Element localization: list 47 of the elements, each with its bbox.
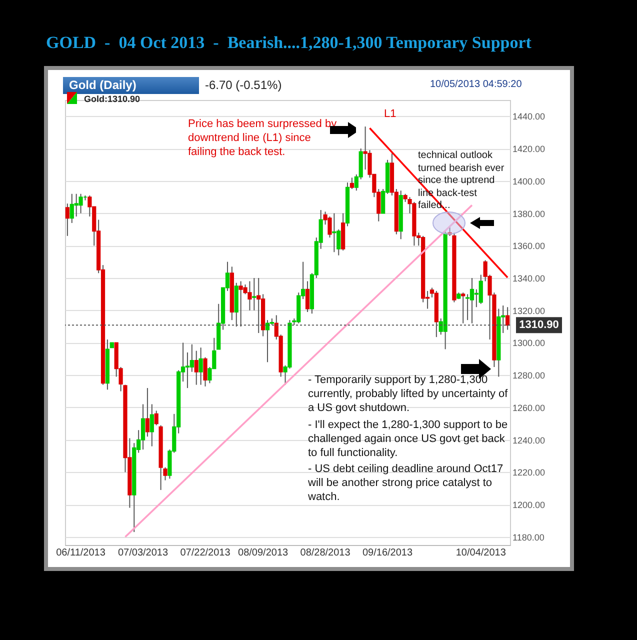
y-tick-label: 1420.00 bbox=[512, 144, 546, 154]
x-tick-label: 07/22/2013 bbox=[180, 548, 231, 558]
y-tick-label: 1320.00 bbox=[512, 306, 546, 316]
x-tick-label: 10/04/2013 bbox=[456, 548, 506, 558]
candlestick bbox=[478, 274, 483, 304]
candlestick bbox=[332, 212, 336, 253]
chart-title: GOLD - 04 Oct 2013 - Bearish....1,280-1,300 Temporary Support bbox=[46, 33, 532, 53]
candlestick bbox=[190, 344, 194, 372]
y-tick-label: 1220.00 bbox=[512, 468, 546, 478]
y-tick-label: 1180.00 bbox=[512, 532, 544, 542]
candlestick bbox=[154, 410, 158, 426]
annotation: L1 bbox=[384, 108, 398, 122]
x-tick-label: 08/28/2013 bbox=[300, 548, 351, 558]
y-tick-label: 1240.00 bbox=[512, 435, 546, 446]
annotation: Gold:1310.90 bbox=[84, 94, 142, 106]
y-tick-label: 1300.00 bbox=[512, 338, 546, 348]
text: 10/05/2013 04:59:20 bbox=[430, 79, 523, 92]
text: -6.70 (-0.51%) bbox=[205, 78, 283, 93]
y-tick-label: 1380.00 bbox=[512, 208, 546, 219]
y-tick-label: 1280.00 bbox=[512, 370, 546, 381]
ref-line-label: 1310.90 bbox=[519, 319, 559, 332]
candlestick bbox=[252, 278, 256, 311]
candlestick bbox=[305, 280, 310, 312]
y-tick-label: 1340.00 bbox=[512, 274, 546, 284]
candlestick bbox=[145, 388, 150, 438]
candlestick bbox=[140, 404, 146, 450]
candlestick bbox=[461, 292, 466, 324]
x-tick-label: 07/03/2013 bbox=[118, 548, 168, 558]
annotation: - Temporarily support by 1,280-1,300 currently, probably lifted by uncertainty of a US govt shutdown. bbox=[308, 374, 509, 416]
y-tick-label: 1360.00 bbox=[512, 241, 546, 252]
x-tick-label: 06/11/2013 bbox=[56, 548, 106, 558]
candlestick bbox=[65, 203, 70, 236]
candlestick bbox=[150, 404, 154, 447]
annotation: - I'll expect the 1,280-1,300 support to be challenged again once US govt get back to full functionality. bbox=[308, 419, 509, 460]
y-tick-label: 1400.00 bbox=[512, 176, 546, 186]
candlestick bbox=[198, 347, 203, 386]
candlestick bbox=[78, 193, 83, 214]
y-tick-label: 1200.00 bbox=[512, 500, 546, 510]
candlestick bbox=[194, 350, 198, 386]
y-tick-label: 1260.00 bbox=[512, 402, 546, 413]
x-tick-label: 08/09/2013 bbox=[238, 548, 289, 558]
x-tick-label: 09/16/2013 bbox=[362, 548, 413, 558]
chart-subtitle: Gold (Daily) bbox=[63, 77, 199, 94]
candlestick bbox=[350, 177, 354, 190]
y-tick-label: 1440.00 bbox=[512, 112, 546, 122]
candlestick bbox=[185, 352, 190, 389]
annotation: - US debt ceiling deadline around Oct17 will be another strong price catalyst to watch. bbox=[308, 463, 504, 504]
